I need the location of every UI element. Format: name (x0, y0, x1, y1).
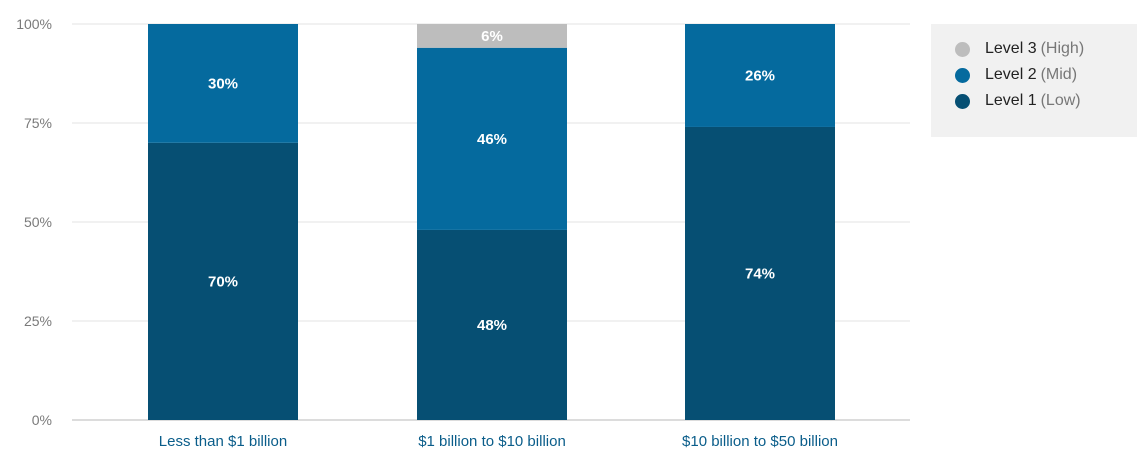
category-label: $1 billion to $10 billion (418, 433, 566, 450)
data-label: 48% (477, 317, 507, 334)
legend-item: Level 3 (High) (955, 36, 1137, 62)
y-tick-label: 100% (16, 16, 52, 32)
data-label: 30% (208, 75, 238, 92)
legend: Level 3 (High) Level 2 (Mid) Level 1 (Low) (931, 24, 1137, 137)
bar-segment (417, 24, 567, 48)
legend-series-name: Level 3 (985, 40, 1037, 57)
bar-segment (417, 229, 567, 420)
legend-series-name: Level 2 (985, 66, 1037, 83)
bars (148, 24, 835, 421)
legend-item: Level 1 (Low) (955, 88, 1137, 114)
data-label: 26% (745, 67, 775, 84)
legend-item: Level 2 (Mid) (955, 62, 1137, 88)
data-label: 74% (745, 265, 775, 282)
bar-segment (685, 24, 835, 127)
legend-series-qualifier: (Low) (1040, 92, 1081, 109)
bar-segment (148, 24, 298, 143)
bar-segment (685, 126, 835, 421)
bar-segment (417, 47, 567, 230)
legend-series-name: Level 1 (985, 92, 1037, 109)
data-label: 70% (208, 273, 238, 290)
legend-swatch-icon (955, 93, 970, 109)
legend-swatch-icon (955, 41, 970, 57)
category-label: $10 billion to $50 billion (682, 433, 838, 450)
legend-series-qualifier: (Mid) (1040, 66, 1078, 83)
y-tick-label: 50% (24, 214, 52, 230)
bar-segment (148, 142, 298, 421)
category-label: Less than $1 billion (159, 433, 287, 450)
legend-series-qualifier: (High) (1040, 40, 1085, 57)
y-tick-label: 0% (32, 412, 52, 428)
data-label: 46% (477, 131, 507, 148)
y-tick-label: 25% (24, 313, 52, 329)
labels: 0% 25% 50% 75% 100% 70% 30% Less than $1 billio… (16, 16, 838, 450)
data-label: 6% (481, 28, 503, 45)
legend-swatch-icon (955, 67, 970, 83)
y-tick-label: 75% (24, 115, 52, 131)
